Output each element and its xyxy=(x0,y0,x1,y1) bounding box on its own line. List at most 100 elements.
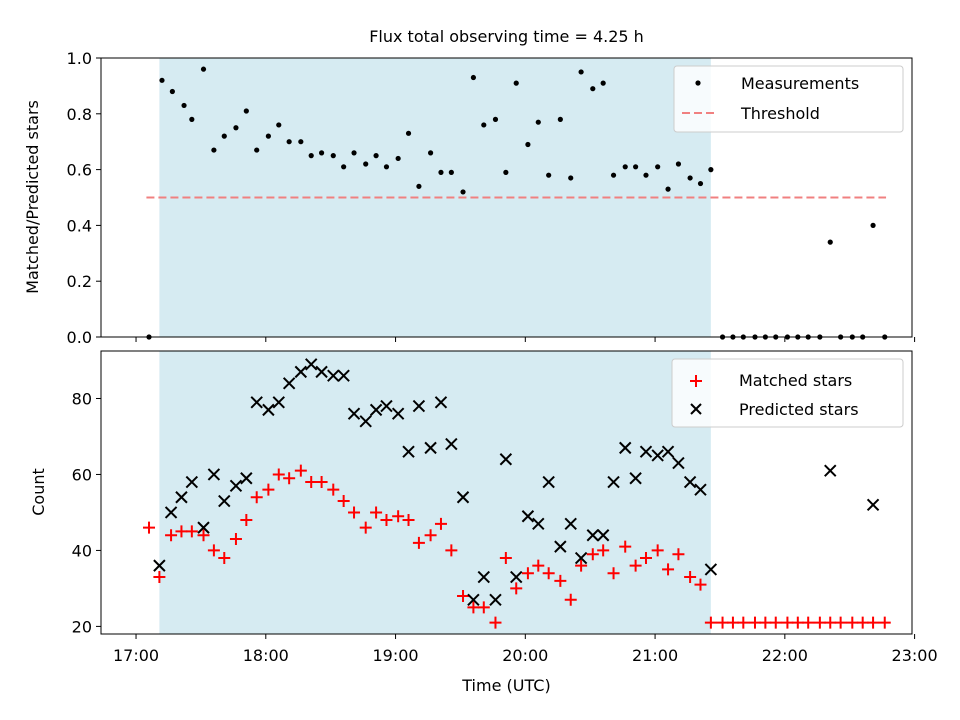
measurement-point xyxy=(405,130,412,136)
matched-star-point xyxy=(467,601,480,614)
measurement-point xyxy=(308,153,314,159)
matched-star-point xyxy=(315,476,328,489)
x-tick-label: 22:00 xyxy=(762,646,808,665)
matched-star-point xyxy=(477,601,490,614)
matched-star-point xyxy=(813,616,826,629)
predicted-star-point xyxy=(532,517,545,531)
measurement-point xyxy=(643,172,649,178)
matched-star-point xyxy=(554,574,567,587)
matched-star-point xyxy=(402,514,415,527)
measurement-point xyxy=(470,74,477,81)
matched-star-point xyxy=(143,521,156,534)
matched-star-point xyxy=(185,525,198,538)
predicted-star-point xyxy=(337,369,350,382)
top-y-axis-label: Matched/Predicted stars xyxy=(23,100,42,294)
measurement-point xyxy=(578,69,584,75)
measurement-point xyxy=(373,153,379,159)
y-tick-label: 0.2 xyxy=(67,272,92,291)
measurement-point xyxy=(870,222,876,228)
bottom-panel: 20 40 60 80 17:00 18:00 19:00 20:00 21:00 22:00 2… xyxy=(29,350,938,695)
measurement-point xyxy=(481,122,487,128)
matched-star-point xyxy=(629,559,642,572)
measurement-point xyxy=(568,175,574,181)
predicted-star-point xyxy=(347,407,361,420)
predicted-star-point xyxy=(153,559,166,572)
measurement-point xyxy=(687,175,693,181)
predicted-star-point xyxy=(445,437,458,451)
matched-star-point xyxy=(229,533,242,546)
predicted-star-point xyxy=(824,464,837,477)
predicted-star-point xyxy=(294,365,308,379)
predicted-star-point xyxy=(185,475,199,489)
matched-star-point xyxy=(197,529,210,542)
measurement-point xyxy=(416,183,422,189)
matched-star-point xyxy=(412,536,425,549)
top-legend: Measurements Threshold xyxy=(673,65,904,133)
measurement-point xyxy=(243,108,249,114)
measurement-point xyxy=(622,164,628,170)
matched-star-point xyxy=(207,544,220,557)
measurement-points xyxy=(146,66,888,340)
matched-star-point xyxy=(499,552,512,565)
matched-star-point xyxy=(564,593,577,606)
bottom-x-ticks: 17:00 18:00 19:00 20:00 21:00 22:00 23:00 xyxy=(113,634,938,665)
matched-star-point xyxy=(542,567,555,580)
matched-star-point xyxy=(250,491,263,504)
measurement-point xyxy=(633,164,639,170)
measurement-point xyxy=(708,167,714,173)
legend-threshold-label: Threshold xyxy=(740,104,820,123)
predicted-star-point xyxy=(218,494,231,508)
x-tick-label: 20:00 xyxy=(502,646,548,665)
top-axes-frame xyxy=(100,57,913,338)
matched-star-point xyxy=(607,567,620,580)
predicted-star-point xyxy=(629,472,642,485)
matched-star-point xyxy=(294,464,307,477)
measurement-point xyxy=(535,119,541,125)
top-legend-box xyxy=(673,65,904,133)
measurement-point xyxy=(460,189,466,195)
matched-star-point xyxy=(153,571,166,584)
matched-star-point xyxy=(370,506,383,519)
measurement-point xyxy=(233,125,239,131)
measurement-point xyxy=(169,88,175,95)
predicted-star-point xyxy=(250,396,263,409)
matched-star-point xyxy=(781,616,794,629)
matched-star-point xyxy=(445,544,458,557)
predicted-star-point xyxy=(359,415,372,428)
predicted-star-point xyxy=(282,377,296,390)
bottom-legend-box xyxy=(671,358,904,428)
predicted-star-point xyxy=(639,445,653,458)
matched-star-point xyxy=(165,529,178,542)
matched-star-points xyxy=(143,464,891,629)
matched-star-point xyxy=(218,552,231,565)
measurement-point xyxy=(546,172,552,178)
matched-star-point xyxy=(434,517,447,530)
y-tick-label: 0.8 xyxy=(67,105,92,124)
predicted-star-point xyxy=(272,396,285,409)
measurement-point xyxy=(675,161,682,167)
predicted-star-point xyxy=(683,475,697,489)
x-tick-label: 17:00 xyxy=(113,646,159,665)
bottom-axes-frame xyxy=(100,350,913,635)
measurement-point xyxy=(286,139,292,145)
y-tick-label: 0.6 xyxy=(67,161,92,180)
legend-plus-marker xyxy=(690,375,702,387)
matched-star-point xyxy=(510,582,523,595)
top-panel: 0.0 0.2 0.4 0.6 0.8 1.0 Matched/Predicted sta… xyxy=(23,49,916,347)
measurement-point xyxy=(298,139,304,145)
matched-star-point xyxy=(824,616,837,629)
legend-x-marker xyxy=(690,403,702,415)
predicted-star-point xyxy=(564,517,577,531)
matched-star-point xyxy=(424,529,437,542)
predicted-star-point xyxy=(661,445,675,458)
legend-measurements-label: Measurements xyxy=(741,74,859,93)
predicted-star-point xyxy=(489,593,502,607)
measurement-point xyxy=(181,102,187,109)
predicted-star-point xyxy=(694,483,707,496)
y-tick-label: 1.0 xyxy=(67,49,92,68)
matched-star-point xyxy=(769,616,782,629)
predicted-star-point xyxy=(596,529,610,542)
measurement-point xyxy=(159,77,165,83)
matched-star-point xyxy=(867,616,880,629)
y-tick-label: 40 xyxy=(72,541,92,560)
